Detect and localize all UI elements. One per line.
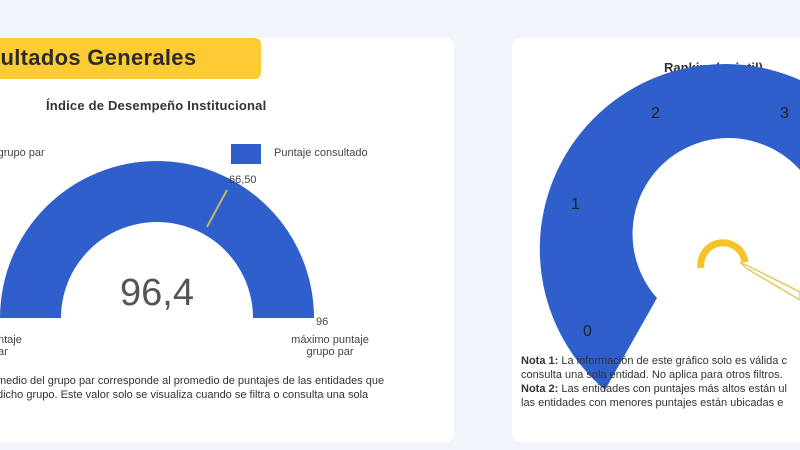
ranking-arc <box>539 64 800 391</box>
legend-score[interactable]: Puntaje consultado <box>274 147 368 159</box>
ranking-note1-line2: consulta una sola entidad. No aplica par… <box>521 369 783 381</box>
section-banner <box>0 38 261 79</box>
peer-note-line1: medio del grupo par corresponde al prome… <box>0 375 385 387</box>
ranking-label-3: 3 <box>780 105 789 122</box>
ranking-note2-line2: las entidades con menores puntajes están… <box>521 397 784 409</box>
ranking-label-0: 0 <box>583 323 592 340</box>
ranking-label-1: 1 <box>571 196 580 213</box>
gauge-title: Índice de Desempeño Institucional <box>46 98 267 113</box>
gauge-min-label-line1: ntaje <box>0 334 22 346</box>
ranking-marker-ring <box>697 239 749 269</box>
gauge-peer-marker <box>206 189 228 228</box>
ranking-note1-line1: Nota 1: La información de este gráfico s… <box>521 355 787 367</box>
legend-swatch-score <box>231 144 261 164</box>
gauge-max-label-line2: grupo par <box>306 346 354 358</box>
legend-peer-average[interactable]: io grupo par <box>0 147 45 159</box>
ranking-note2-line1: Nota 2: Las entidades con puntajes más a… <box>521 383 787 395</box>
gauge-marker-value: 66,50 <box>229 174 257 186</box>
section-title: sultados Generales <box>0 45 197 70</box>
gauge-min-label-line2: ar <box>0 346 8 358</box>
ranking-label-2: 2 <box>651 105 660 122</box>
peer-note-line2: dicho grupo. Este valor solo se visualiz… <box>0 389 369 401</box>
gauge-max-value: 96 <box>316 316 329 328</box>
ranking-needle <box>739 261 800 301</box>
gauge-arc <box>0 161 314 318</box>
gauge-max-label-line1: máximo puntaje <box>291 334 369 346</box>
gauge-center-value: 96,4 <box>120 272 194 314</box>
